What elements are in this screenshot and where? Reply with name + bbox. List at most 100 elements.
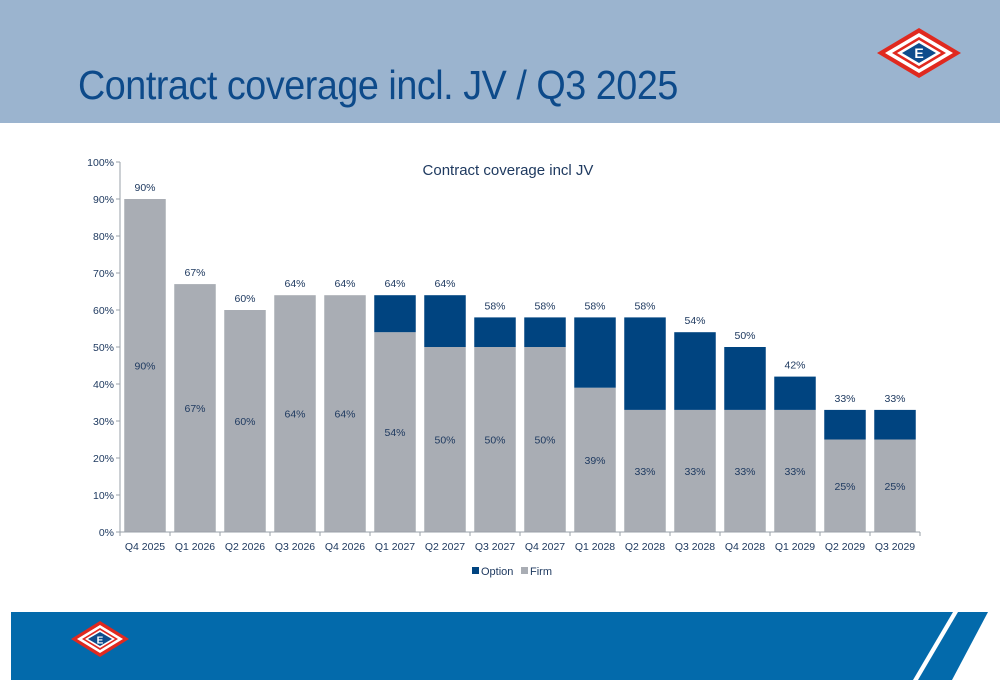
footer-tail-stripe <box>918 612 988 680</box>
firm-data-label: 54% <box>384 427 405 439</box>
x-tick-label: Q4 2026 <box>325 541 365 553</box>
firm-data-label: 50% <box>484 435 505 447</box>
x-tick-label: Q2 2027 <box>425 541 465 553</box>
x-tick-label: Q3 2027 <box>475 541 515 553</box>
footer-logo-letter: E <box>97 636 104 647</box>
y-tick-label: 100% <box>87 157 114 169</box>
y-tick-label: 20% <box>93 453 114 465</box>
x-tick-label: Q3 2026 <box>275 541 315 553</box>
y-tick-label: 0% <box>99 527 114 539</box>
total-data-label: 64% <box>284 278 305 290</box>
x-tick-label: Q2 2026 <box>225 541 265 553</box>
bar-firm <box>874 439 916 532</box>
bar-option <box>824 409 866 440</box>
company-logo-icon: E <box>877 28 961 78</box>
y-axis: 0% 10% 20% 30% 40% 50% 60% 70% 80% 90% 100% <box>87 157 121 539</box>
x-tick-label: Q3 2029 <box>875 541 915 553</box>
bar-firm <box>424 347 466 532</box>
firm-data-label: 50% <box>534 435 555 447</box>
firm-data-label: 67% <box>184 403 205 415</box>
chart-title: Contract coverage incl JV <box>423 162 594 179</box>
logo-letter: E <box>914 45 923 61</box>
firm-data-label: 25% <box>884 481 905 493</box>
bar-option <box>724 347 766 410</box>
total-data-label: 42% <box>784 360 805 372</box>
bar-option <box>874 409 916 440</box>
x-tick-label: Q3 2028 <box>675 541 715 553</box>
bar-option <box>374 295 416 333</box>
y-tick-label: 60% <box>93 305 114 317</box>
bar-firm <box>274 295 316 532</box>
bar-option <box>624 317 666 410</box>
y-tick-label: 30% <box>93 416 114 428</box>
firm-data-label: 33% <box>784 466 805 478</box>
x-tick-label: Q4 2025 <box>125 541 165 553</box>
firm-data-label: 60% <box>234 416 255 428</box>
bar-firm <box>474 347 516 532</box>
total-data-label: 64% <box>384 278 405 290</box>
firm-data-label: 64% <box>334 409 355 421</box>
bar-firm <box>624 409 666 532</box>
bar-firm <box>524 347 566 532</box>
total-data-label: 58% <box>634 300 655 312</box>
firm-data-label: 50% <box>434 435 455 447</box>
x-tick-label: Q2 2028 <box>625 541 665 553</box>
bar-firm <box>674 409 716 532</box>
total-data-label: 33% <box>884 393 905 405</box>
total-data-label: 60% <box>234 293 255 305</box>
firm-data-label: 33% <box>634 466 655 478</box>
bar-option <box>674 332 716 410</box>
total-data-label: 90% <box>134 182 155 194</box>
legend-swatch-option <box>472 567 479 574</box>
total-data-label: 54% <box>684 315 705 327</box>
header-band: Contract coverage incl. JV / Q3 2025 E <box>0 0 1000 123</box>
bar-firm <box>374 332 416 532</box>
total-data-label: 58% <box>484 300 505 312</box>
y-tick-label: 40% <box>93 379 114 391</box>
bars-group: 90% 90% 67% 67% 60% 60% 64% 64% 64% 64% 64% 54% 64% 5… <box>124 182 916 532</box>
x-tick-label: Q1 2028 <box>575 541 615 553</box>
legend: Option Firm <box>472 566 552 578</box>
firm-data-label: 64% <box>284 409 305 421</box>
total-data-label: 58% <box>584 300 605 312</box>
y-tick-label: 90% <box>93 194 114 206</box>
total-data-label: 50% <box>734 330 755 342</box>
total-data-label: 67% <box>184 267 205 279</box>
total-data-label: 64% <box>434 278 455 290</box>
x-tick-label: Q4 2028 <box>725 541 765 553</box>
bar-option <box>424 295 466 347</box>
page-title: Contract coverage incl. JV / Q3 2025 <box>78 62 678 108</box>
y-tick-label: 70% <box>93 268 114 280</box>
bar-option <box>524 317 566 347</box>
stacked-bar-chart: Contract coverage incl JV 0% 10% 20% 30% 40%… <box>87 157 921 578</box>
x-tick-label: Q1 2029 <box>775 541 815 553</box>
legend-swatch-firm <box>521 567 528 574</box>
bar-firm <box>574 387 616 532</box>
bar-firm <box>224 310 266 532</box>
y-tick-label: 50% <box>93 342 114 354</box>
firm-data-label: 90% <box>134 361 155 373</box>
firm-data-label: 33% <box>684 466 705 478</box>
legend-label-firm: Firm <box>530 566 552 578</box>
y-tick-label: 80% <box>93 231 114 243</box>
bar-firm <box>774 409 816 532</box>
bar-firm <box>824 439 866 532</box>
bar-option <box>474 317 516 347</box>
total-data-label: 64% <box>334 278 355 290</box>
legend-label-option: Option <box>481 566 513 578</box>
bar-firm <box>324 295 366 532</box>
bar-option <box>774 376 816 410</box>
footer-main-stripe <box>11 612 953 680</box>
firm-data-label: 25% <box>834 481 855 493</box>
chart-area: Contract coverage incl JV 0% 10% 20% 30% 40%… <box>0 140 1000 590</box>
x-tick-label: Q1 2026 <box>175 541 215 553</box>
x-tick-label: Q4 2027 <box>525 541 565 553</box>
footer-logo-icon: E <box>71 621 129 657</box>
bar-firm <box>724 409 766 532</box>
bar-option <box>574 317 616 388</box>
footer-band <box>11 612 988 680</box>
firm-data-label: 33% <box>734 466 755 478</box>
bar-firm <box>174 284 216 532</box>
x-axis: Q4 2025 Q1 2026 Q2 2026 Q3 2026 Q4 2026 Q1 20… <box>119 531 921 553</box>
total-data-label: 33% <box>834 393 855 405</box>
